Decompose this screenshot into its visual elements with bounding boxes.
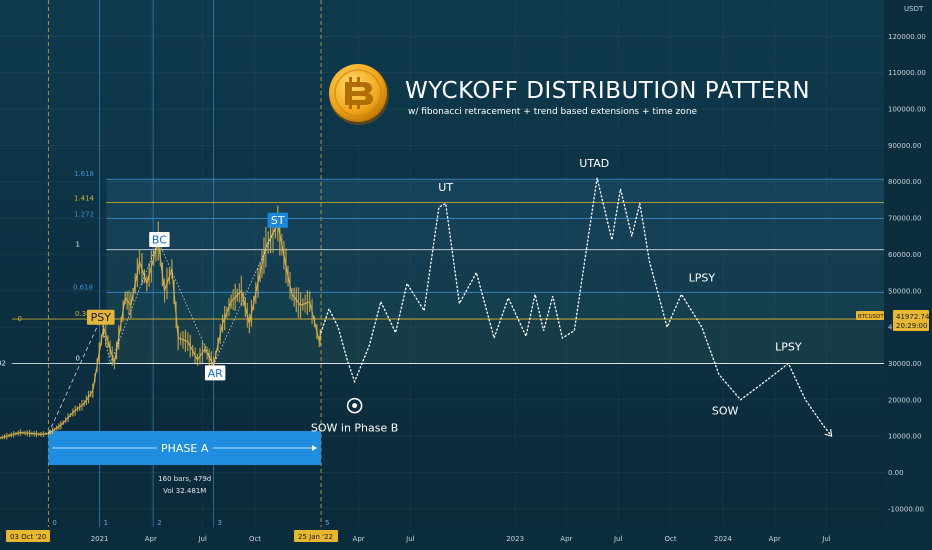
target-icon <box>346 397 363 414</box>
fib-band <box>106 249 884 293</box>
time-zone-label: 3 <box>217 519 221 527</box>
fib-band <box>106 202 884 219</box>
wyckoff-label: SOW in Phase B <box>311 422 398 435</box>
wyckoff-label: BC <box>152 233 167 246</box>
fib-lines-layer: 1.618 1.414 1.272 1 0.618 0.382 0 0 0.382 <box>0 170 884 367</box>
bitcoin-logo-icon <box>329 64 389 125</box>
label-box <box>267 212 288 228</box>
fib-band <box>106 218 884 250</box>
svg-text:25 Jan '22: 25 Jan '22 <box>298 533 333 541</box>
x-tick-label: Apr <box>769 535 781 543</box>
time-zone-label: 5 <box>325 519 329 527</box>
y-tick-label: 110000.00 <box>888 69 926 77</box>
chart-subtitle: w/ fibonacci retracement + trend based e… <box>408 107 698 117</box>
fib-level-label: 0.382 <box>75 310 95 318</box>
y-tick-label: 70000.00 <box>888 215 921 223</box>
fib-level-label: 1 <box>76 241 80 249</box>
y-tick-label: 50000.00 <box>888 287 921 295</box>
label-box <box>204 365 226 381</box>
wyckoff-label: ST <box>271 214 285 227</box>
y-tick-label: 80000.00 <box>888 178 921 186</box>
fib-band <box>106 179 884 203</box>
price-flag-value: 41972.74 <box>896 313 930 321</box>
x-tick-label: Jul <box>405 535 415 543</box>
time-axis-end-flag: 25 Jan '22 <box>294 530 338 542</box>
x-tick-label: 2024 <box>714 535 732 543</box>
fib-level-label: 1.272 <box>74 210 94 218</box>
wyckoff-label: UT <box>438 181 453 194</box>
phase-a-arrow-head <box>312 445 318 451</box>
target-icon-dot <box>352 403 358 409</box>
time-axis-start-flag: 03 Oct '20 <box>6 530 50 542</box>
y-tick-label: -10000.00 <box>888 505 924 513</box>
fib-level-label: 0.618 <box>73 284 93 292</box>
wyckoff-label: LPSY <box>775 341 802 354</box>
x-tick-label: Apr <box>560 535 572 543</box>
x-tick-label: Jul <box>613 535 623 543</box>
y-tick-label: 20000.00 <box>888 396 921 404</box>
fib-level-label: 0.382 <box>0 359 6 367</box>
label-box <box>86 309 115 325</box>
y-tick-label: 100000.00 <box>888 106 926 114</box>
x-tick-label: Apr <box>353 535 365 543</box>
wyckoff-label: PSY <box>91 311 112 324</box>
y-tick-label: 0.00 <box>888 469 904 477</box>
phase-a-stat: Vol 32.481M <box>163 487 206 495</box>
x-tick-label: 2023 <box>506 535 524 543</box>
phase-a-label: PHASE A <box>161 442 209 455</box>
trend-line <box>48 318 102 434</box>
trend-line <box>213 223 279 366</box>
time-zone-label: 2 <box>157 519 161 527</box>
time-zone-label: 0 <box>52 519 56 527</box>
wyckoff-label: SOW <box>712 404 739 417</box>
price-axis-ticks: 120000.00 110000.00 100000.00 90000.00 80000… <box>888 33 926 513</box>
x-tick-label: Jul <box>197 535 207 543</box>
fib-level-label: 0 <box>18 315 22 323</box>
projection-layer <box>320 177 833 437</box>
wyckoff-labels-layer: PSY BC AR ST UT UTAD LPSY LPSY SOW SOW in Phase B <box>86 157 802 435</box>
wyckoff-label: AR <box>208 367 224 380</box>
x-tick-label: 2021 <box>91 535 109 543</box>
axis-currency: USDT <box>904 5 924 13</box>
trend-line <box>110 240 159 364</box>
trend-line <box>100 318 111 364</box>
time-axis-panel <box>0 527 884 550</box>
fib-level-label: 1.618 <box>74 170 94 178</box>
projection-path <box>320 177 833 437</box>
time-axis-ticks: 2021 Apr Jul Oct Apr Jul 2023 Apr Jul Oct 2024 Apr J… <box>91 535 831 543</box>
phase-a-stat: 160 bars, 479d <box>158 475 211 483</box>
price-flag-countdown: 20:29:00 <box>896 322 927 330</box>
chart-title: WYCKOFF DISTRIBUTION PATTERN <box>405 78 810 104</box>
x-tick-label: Apr <box>145 535 157 543</box>
x-tick-label: Oct <box>249 535 261 543</box>
y-tick-label: 90000.00 <box>888 142 921 150</box>
projection-arrow-head <box>824 429 833 437</box>
fib-level-label: 0 <box>76 354 80 362</box>
x-tick-label: Oct <box>664 535 676 543</box>
price-flag-symbol: BTCUSDT <box>858 314 884 320</box>
fib-bands-layer <box>0 35 884 510</box>
trend-line <box>157 240 214 366</box>
y-tick-label: 10000.00 <box>888 433 921 441</box>
phase-a-layer: PHASE A 160 bars, 479d Vol 32.481M <box>48 431 322 495</box>
fib-level-label: 1.414 <box>74 194 95 202</box>
label-box <box>149 231 170 247</box>
fib-band <box>106 319 884 364</box>
wyckoff-label: LPSY <box>689 272 716 285</box>
y-tick-label: 60000.00 <box>888 251 921 259</box>
x-tick-label: Jul <box>821 535 831 543</box>
current-price-flag: BTCUSDT 41972.74 20:29:00 <box>856 310 930 331</box>
y-tick-label: 120000.00 <box>888 33 926 41</box>
price-axis-panel <box>884 0 932 550</box>
svg-text:03 Oct '20: 03 Oct '20 <box>10 533 46 541</box>
wyckoff-label: UTAD <box>579 157 609 170</box>
time-zone-label: 1 <box>104 519 108 527</box>
phase-a-label-bg <box>156 441 213 455</box>
y-tick-label: 30000.00 <box>888 360 921 368</box>
